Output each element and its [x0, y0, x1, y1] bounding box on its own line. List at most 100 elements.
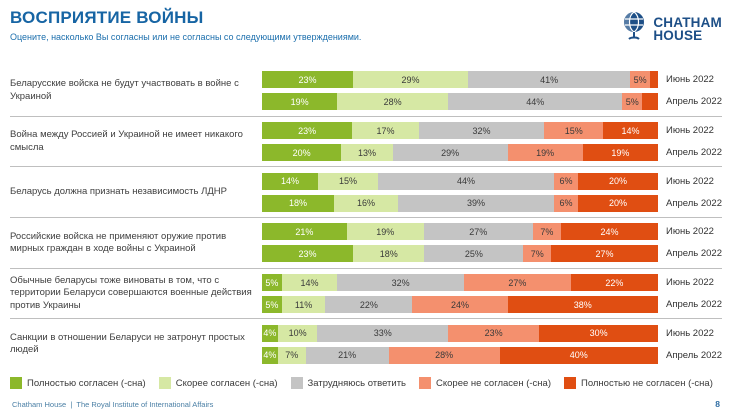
bar-segment: 14%: [603, 122, 658, 139]
stacked-bar: 21% 19% 27% 7% 24%: [262, 223, 659, 241]
bar-segment: 4%: [262, 324, 278, 342]
bar-segment: 29%: [392, 144, 508, 161]
period-label: Июнь 2022: [666, 327, 714, 339]
stacked-bar: 23% 29% 41% 5%: [262, 71, 658, 89]
bar-segment: 28%: [337, 93, 449, 111]
bar-segment: 21%: [262, 223, 347, 241]
bar-segment: 5%: [262, 274, 282, 292]
bar-segment: 11%: [281, 296, 326, 314]
header: ВОСПРИЯТИЕ ВОЙНЫ Оцените, насколько Вы с…: [10, 8, 722, 60]
bar-row: 18% 16% 39% 6% 20% Апрель 2022: [262, 194, 722, 212]
footer-attribution: Chatham House | The Royal Institute of I…: [12, 400, 213, 409]
bar-row: 5% 14% 32% 27% 22% Июнь 2022: [262, 274, 722, 292]
stacked-bar: 5% 11% 22% 24% 38%: [262, 296, 659, 314]
bar-segment: 21%: [305, 346, 389, 364]
bars-column: 23% 17% 32% 15% 14% Июнь 2022 20% 13% 29% 19% 19% А…: [262, 122, 722, 161]
bar-segment: 14%: [262, 172, 318, 190]
stacked-bar: 14% 15% 44% 6% 20%: [262, 172, 658, 190]
bar-row: 5% 11% 22% 24% 38% Апрель 2022: [262, 296, 722, 314]
bar-segment: 44%: [378, 172, 554, 190]
bar-row: 21% 19% 27% 7% 24% Июнь 2022: [262, 223, 722, 241]
bar-segment: 13%: [341, 144, 393, 161]
stacked-bar: 23% 18% 25% 7% 27%: [262, 245, 658, 263]
bar-segment: 28%: [388, 346, 500, 364]
chart-group: Санкции в отношении Беларуси не затронут…: [10, 319, 722, 369]
bar-segment: 39%: [398, 194, 554, 212]
period-label: Июнь 2022: [666, 226, 714, 238]
legend-swatch: [158, 377, 171, 389]
bar-row: 14% 15% 44% 6% 20% Июнь 2022: [262, 172, 722, 190]
page-title: ВОСПРИЯТИЕ ВОЙНЫ: [10, 8, 204, 27]
stacked-bar: 18% 16% 39% 6% 20%: [262, 194, 658, 212]
bar-row: 4% 10% 33% 23% 30% Июнь 2022: [262, 324, 722, 342]
period-label: Апрель 2022: [666, 299, 722, 311]
chatham-house-logo: CHATHAM HOUSE: [620, 8, 722, 47]
bar-segment: 14%: [281, 274, 338, 292]
bar-segment: 22%: [325, 296, 413, 314]
period-label: Апрель 2022: [666, 147, 722, 158]
stacked-bar: 20% 13% 29% 19% 19%: [262, 144, 658, 161]
stacked-bar: 23% 17% 32% 15% 14%: [262, 122, 658, 139]
bar-segment: 44%: [448, 93, 623, 111]
bar-segment: 24%: [412, 296, 508, 314]
legend-label: Затрудняюсь ответить: [307, 377, 406, 389]
bar-segment: 27%: [463, 274, 571, 292]
period-label: Июнь 2022: [666, 74, 714, 86]
legend-item: Полностью согласен (-сна): [10, 377, 146, 389]
bar-segment: 20%: [578, 194, 658, 212]
logo-line1: CHATHAM: [653, 14, 722, 30]
period-label: Апрель 2022: [666, 349, 722, 361]
bar-segment: 27%: [423, 223, 533, 241]
bar-segment: 23%: [262, 122, 353, 139]
bar-segment: 19%: [262, 93, 338, 111]
chart-group: Война между Россией и Украиной не имеет …: [10, 117, 722, 168]
period-label: Июнь 2022: [666, 125, 714, 136]
legend-item: Скорее согласен (-сна): [158, 377, 278, 389]
bar-segment: 32%: [418, 122, 545, 139]
bars-column: 5% 14% 32% 27% 22% Июнь 2022 5% 11% 22% 24% 38% Апр…: [262, 274, 722, 314]
bar-segment: [650, 71, 658, 89]
statement-label: Российские войска не применяют оружие пр…: [10, 230, 227, 254]
chart-group: Российские войска не применяют оружие пр…: [10, 218, 722, 269]
bar-segment: 7%: [277, 346, 306, 364]
period-label: Апрель 2022: [666, 248, 722, 260]
bar-segment: 6%: [554, 172, 578, 190]
bar-segment: 20%: [578, 172, 658, 190]
bar-segment: 25%: [424, 245, 524, 263]
stacked-bar: 4% 10% 33% 23% 30%: [262, 324, 658, 342]
legend-item: Скорее не согласен (-сна): [419, 377, 551, 389]
period-label: Апрель 2022: [666, 96, 722, 108]
legend-item: Затрудняюсь ответить: [290, 377, 406, 389]
chart-group: Беларусь должна признать независимость Л…: [10, 167, 722, 219]
bar-segment: 7%: [523, 245, 552, 263]
legend-label: Скорее не согласен (-сна): [436, 377, 551, 389]
bar-segment: 15%: [318, 172, 378, 190]
bar-segment: 19%: [346, 223, 424, 241]
bar-segment: 18%: [262, 194, 334, 212]
statement-label: Беларусь должна признать независимость Л…: [10, 186, 227, 197]
legend-swatch: [419, 377, 431, 389]
legend-item: Полностью не согласен (-сна): [563, 377, 713, 389]
period-label: Июнь 2022: [666, 175, 714, 187]
stacked-bar: 4% 7% 21% 28% 40%: [262, 346, 658, 364]
bar-segment: 5%: [630, 71, 651, 89]
footer-separator: |: [70, 400, 73, 409]
logo-line2: HOUSE: [653, 27, 703, 43]
bar-segment: 5%: [622, 93, 643, 111]
bar-row: 4% 7% 21% 28% 40% Апрель 2022: [262, 346, 722, 364]
bar-segment: 4%: [262, 346, 278, 364]
bar-segment: 6%: [554, 194, 578, 212]
chart-legend: Полностью согласен (-сна) Скорее согласен…: [10, 369, 722, 391]
bar-segment: 10%: [277, 324, 318, 342]
statement-label: Санкции в отношении Беларуси не затронут…: [10, 331, 245, 356]
logo-wordmark: CHATHAM HOUSE: [653, 14, 722, 43]
bar-segment: 7%: [532, 223, 562, 241]
bar-segment: 5%: [262, 296, 282, 314]
stacked-bar: 19% 28% 44% 5%: [262, 93, 658, 111]
bar-row: 20% 13% 29% 19% 19% Апрель 2022: [262, 144, 722, 161]
bar-segment: 27%: [551, 245, 658, 263]
chart-group: Беларусские войска не будут участвовать …: [10, 66, 722, 117]
statement-label: Война между Россией и Украиной не имеет …: [10, 129, 243, 153]
globe-icon: [620, 10, 648, 47]
footer: Chatham House | The Royal Institute of I…: [10, 391, 722, 411]
